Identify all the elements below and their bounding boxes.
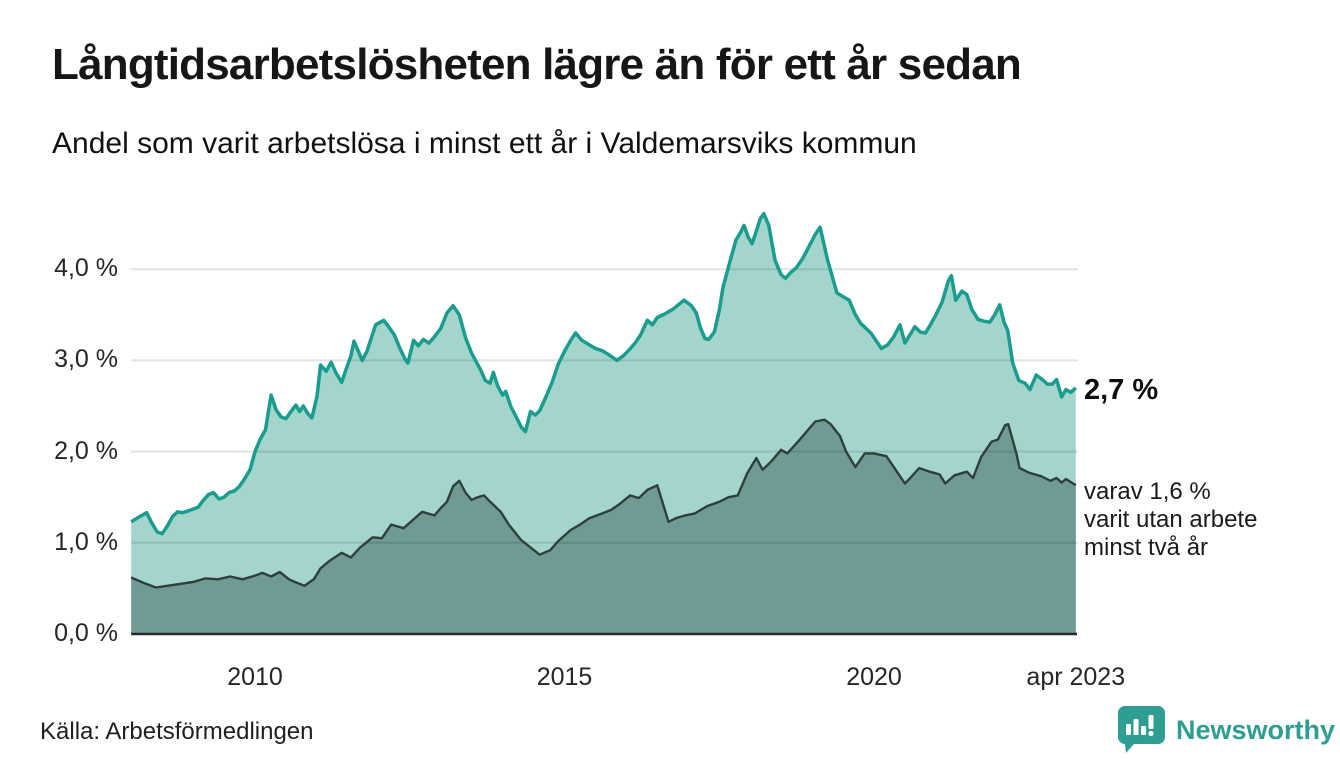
end-value-label: 2,7 % bbox=[1084, 374, 1159, 406]
y-tick-label: 4,0 % bbox=[54, 254, 118, 283]
y-tick-label: 2,0 % bbox=[54, 436, 118, 465]
secondary-annotation-line: varav 1,6 % bbox=[1084, 478, 1211, 505]
brand-wordmark: Newsworthy bbox=[1176, 715, 1336, 745]
page-title: Långtidsarbetslösheten lägre än för ett … bbox=[52, 40, 1022, 89]
x-tick-label: 2010 bbox=[227, 663, 283, 691]
x-tick-label: 2020 bbox=[846, 663, 902, 691]
line-min-two-years bbox=[130, 418, 1077, 589]
y-tick-label: 3,0 % bbox=[54, 345, 118, 374]
y-tick-label: 0,0 % bbox=[54, 619, 118, 647]
gridlines bbox=[131, 268, 1078, 544]
source-note: Källa: Arbetsförmedlingen bbox=[40, 718, 314, 745]
newsworthy-logo: Newsworthy bbox=[1117, 706, 1335, 758]
secondary-annotation-line: minst två år bbox=[1084, 534, 1209, 561]
secondary-annotation-line: varit utan arbete bbox=[1084, 506, 1258, 533]
area-fill-min-two-years bbox=[131, 419, 1076, 634]
chart-subtitle: Andel som varit arbetslösa i minst ett å… bbox=[52, 127, 917, 160]
secondary-annotation: varav 1,6 % varit utan arbete minst två … bbox=[1084, 478, 1257, 562]
speech-bubble-bar-chart-icon bbox=[1118, 706, 1165, 753]
y-tick-label: 1,0 % bbox=[54, 527, 118, 556]
line-min-one-year bbox=[130, 211, 1077, 536]
x-tick-label: 2015 bbox=[536, 663, 593, 691]
x-tick-label: apr 2023 bbox=[1026, 663, 1126, 691]
